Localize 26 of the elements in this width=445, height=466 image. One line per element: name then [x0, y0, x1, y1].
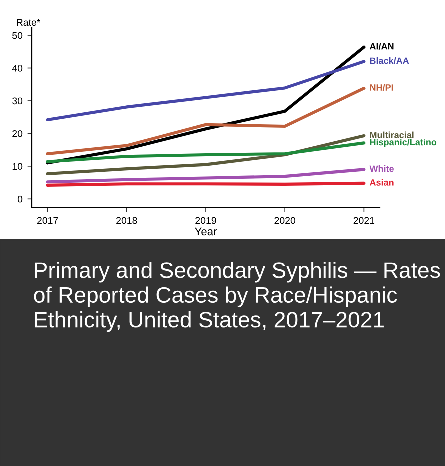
line-series	[46, 87, 366, 156]
y-tick-label: 50	[12, 32, 23, 40]
series-label: AI/AN	[370, 43, 394, 50]
series-label: Black/AA	[370, 58, 410, 64]
x-tick-label: 2018	[116, 217, 138, 224]
y-tick-label: 10	[12, 163, 23, 170]
text: Primary and Secondary Syphilis — Rates of Reported Cases by Race/Hispanic Ethnicity, United States, 2017–2021	[34, 262, 440, 332]
x-tick-label: 2020	[274, 217, 296, 224]
line-series	[46, 142, 366, 164]
series-label: Multiracial	[370, 132, 414, 138]
line-series	[46, 134, 366, 176]
series-label: Hispanic/Latino	[370, 138, 437, 148]
x-tick-label: 2019	[196, 217, 216, 224]
series-label: Asian	[370, 179, 394, 186]
y-tick-label: 30	[12, 98, 23, 105]
series-label: White	[370, 166, 394, 172]
x-axis-title: Year	[195, 228, 218, 236]
y-axis-title: Rate*	[17, 19, 41, 26]
y-tick-label: 40	[12, 64, 23, 72]
series-label: NH/PI	[370, 84, 394, 92]
y-tick-label: 20	[12, 130, 23, 138]
x-tick-label: 2021	[354, 217, 375, 224]
line-series	[46, 60, 366, 122]
x-tick-label: 2017	[37, 217, 58, 224]
y-tick-label: 0	[18, 196, 23, 203]
line-series	[46, 168, 366, 184]
